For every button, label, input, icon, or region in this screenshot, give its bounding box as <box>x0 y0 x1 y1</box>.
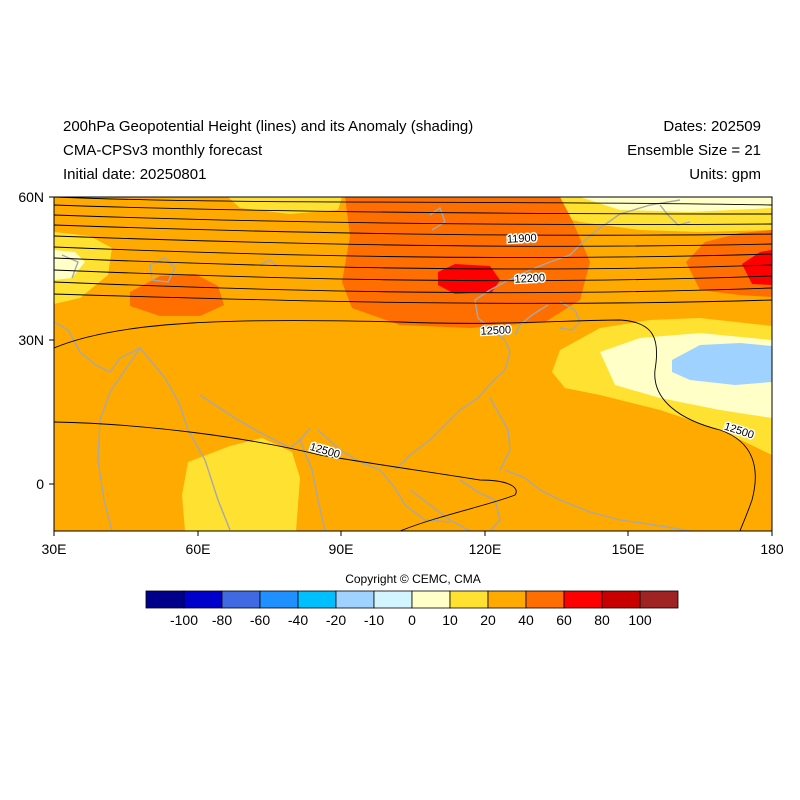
colorbar-label: 60 <box>556 612 572 628</box>
lat-label-0: 0 <box>36 476 44 492</box>
lat-tick-labels: 60N 30N 0 <box>18 189 44 492</box>
colorbar-box <box>297 590 337 609</box>
lat-label-30n: 30N <box>18 332 44 348</box>
anomaly-shading <box>54 197 772 531</box>
colorbar-box <box>145 590 185 609</box>
contour-label-12500-north: 12500 <box>480 324 511 338</box>
lon-tick-labels: 30E 60E 90E 120E 150E 180 <box>42 541 784 557</box>
lon-label-120e: 120E <box>469 541 502 557</box>
ensemble-size: Ensemble Size = 21 <box>627 142 761 159</box>
lon-label-30e: 30E <box>42 541 67 557</box>
lat-label-60n: 60N <box>18 189 44 205</box>
colorbar-box <box>335 590 375 609</box>
lon-label-90e: 90E <box>329 541 354 557</box>
colorbar-label: 0 <box>408 612 416 628</box>
forecast-dates: Dates: 202509 <box>663 118 761 135</box>
lon-label-60e: 60E <box>186 541 211 557</box>
colorbar-box <box>487 590 527 609</box>
colorbar-label: 100 <box>628 612 652 628</box>
colorbar <box>145 590 679 609</box>
colorbar-label: -40 <box>288 612 308 628</box>
colorbar-box <box>563 590 603 609</box>
colorbar-label: -80 <box>212 612 232 628</box>
height-contours <box>54 197 772 531</box>
contour-label-11900: 11900 <box>507 232 537 246</box>
copyright-notice: Copyright © CEMC, CMA <box>345 572 481 586</box>
units-label: Units: gpm <box>689 166 761 183</box>
colorbar-box <box>601 590 641 609</box>
colorbar-label: 20 <box>480 612 496 628</box>
colorbar-label: -10 <box>364 612 384 628</box>
colorbar-box <box>525 590 565 609</box>
colorbar-box <box>449 590 489 609</box>
plot-frame <box>53 196 773 532</box>
initial-date: Initial date: 20250801 <box>63 166 207 183</box>
chart-title: 200hPa Geopotential Height (lines) and i… <box>63 118 474 135</box>
colorbar-label: 40 <box>518 612 534 628</box>
colorbar-labels: -100 -80 -60 -40 -20 -10 0 10 20 40 60 80 100 <box>170 612 652 628</box>
coastlines <box>54 199 691 531</box>
colorbar-box <box>221 590 261 609</box>
colorbar-box <box>411 590 451 609</box>
colorbar-box <box>639 590 679 609</box>
contour-label-12200: 12200 <box>514 272 545 286</box>
model-subtitle: CMA-CPSv3 monthly forecast <box>63 142 263 159</box>
colorbar-label: -60 <box>250 612 270 628</box>
colorbar-label: 80 <box>594 612 610 628</box>
colorbar-box <box>259 590 299 609</box>
lon-label-180: 180 <box>760 541 784 557</box>
colorbar-box <box>183 590 223 609</box>
colorbar-label: -20 <box>326 612 346 628</box>
colorbar-box <box>373 590 413 609</box>
colorbar-label: -100 <box>170 612 198 628</box>
lon-label-150e: 150E <box>612 541 645 557</box>
axis-ticks <box>49 196 773 536</box>
colorbar-label: 10 <box>442 612 458 628</box>
